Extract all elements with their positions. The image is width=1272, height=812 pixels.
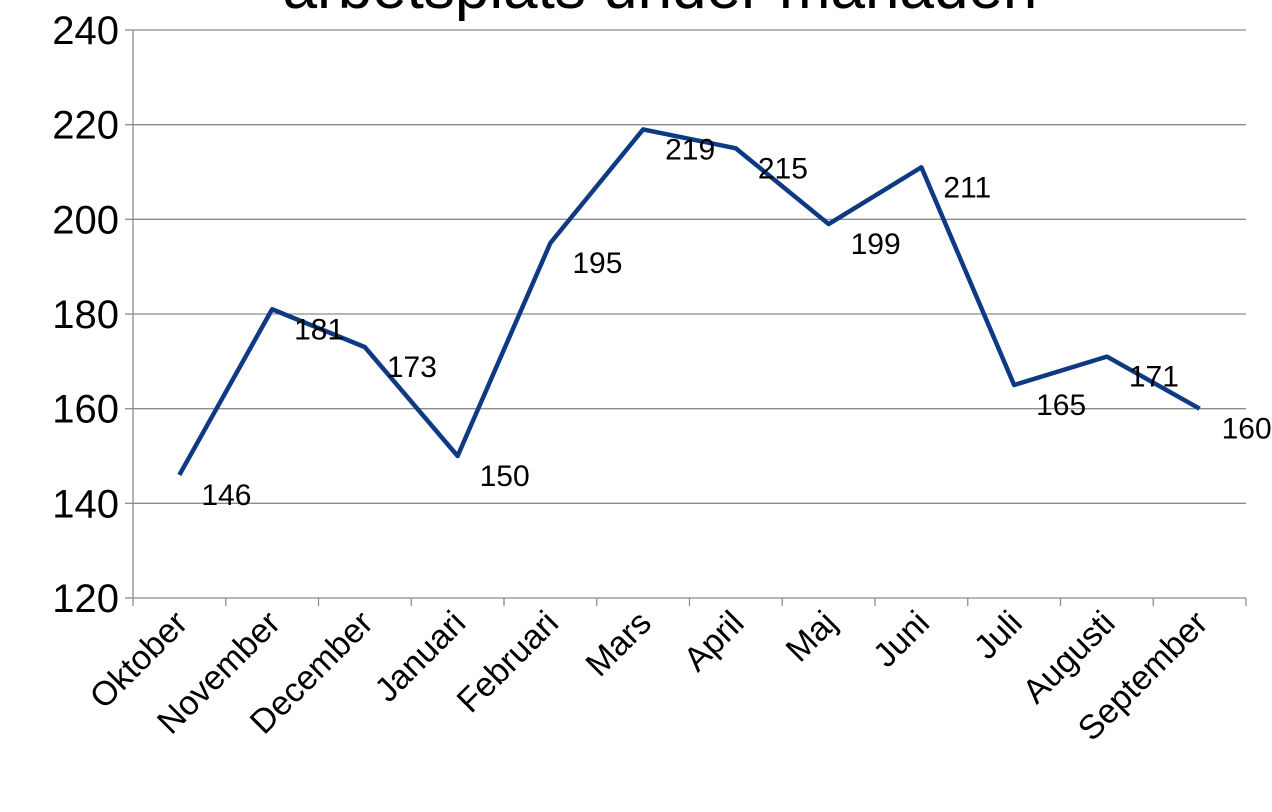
y-tick-label: 240: [52, 9, 119, 53]
data-label: 195: [572, 247, 622, 280]
data-line: [177, 127, 1201, 477]
x-tick-label: Mars: [578, 604, 658, 684]
data-label: 165: [1036, 389, 1086, 422]
x-tick-label: Maj: [779, 604, 845, 670]
data-label: 181: [294, 313, 344, 346]
y-tick-label: 220: [52, 104, 119, 148]
chart-title: arbetsplats under månaden: [283, 0, 1038, 22]
x-tick-label: April: [677, 604, 752, 679]
y-tick-label: 180: [52, 293, 119, 337]
data-label: 215: [758, 152, 808, 185]
data-label: 146: [201, 479, 251, 512]
data-label: 219: [665, 133, 715, 166]
data-label: 160: [1222, 413, 1272, 446]
x-tick-label: Juli: [967, 604, 1030, 667]
y-tick-label: 140: [52, 482, 119, 526]
x-tick-label: Juni: [866, 604, 937, 675]
y-tick-label: 200: [52, 198, 119, 242]
data-label: 150: [480, 460, 530, 493]
y-tick-label: 160: [52, 388, 119, 432]
data-label: 171: [1129, 361, 1179, 394]
data-label: 199: [851, 228, 901, 261]
data-label: 173: [387, 351, 437, 384]
y-tick-label: 120: [52, 577, 119, 621]
x-tick-label: Februari: [450, 604, 566, 720]
data-label: 211: [943, 171, 991, 204]
